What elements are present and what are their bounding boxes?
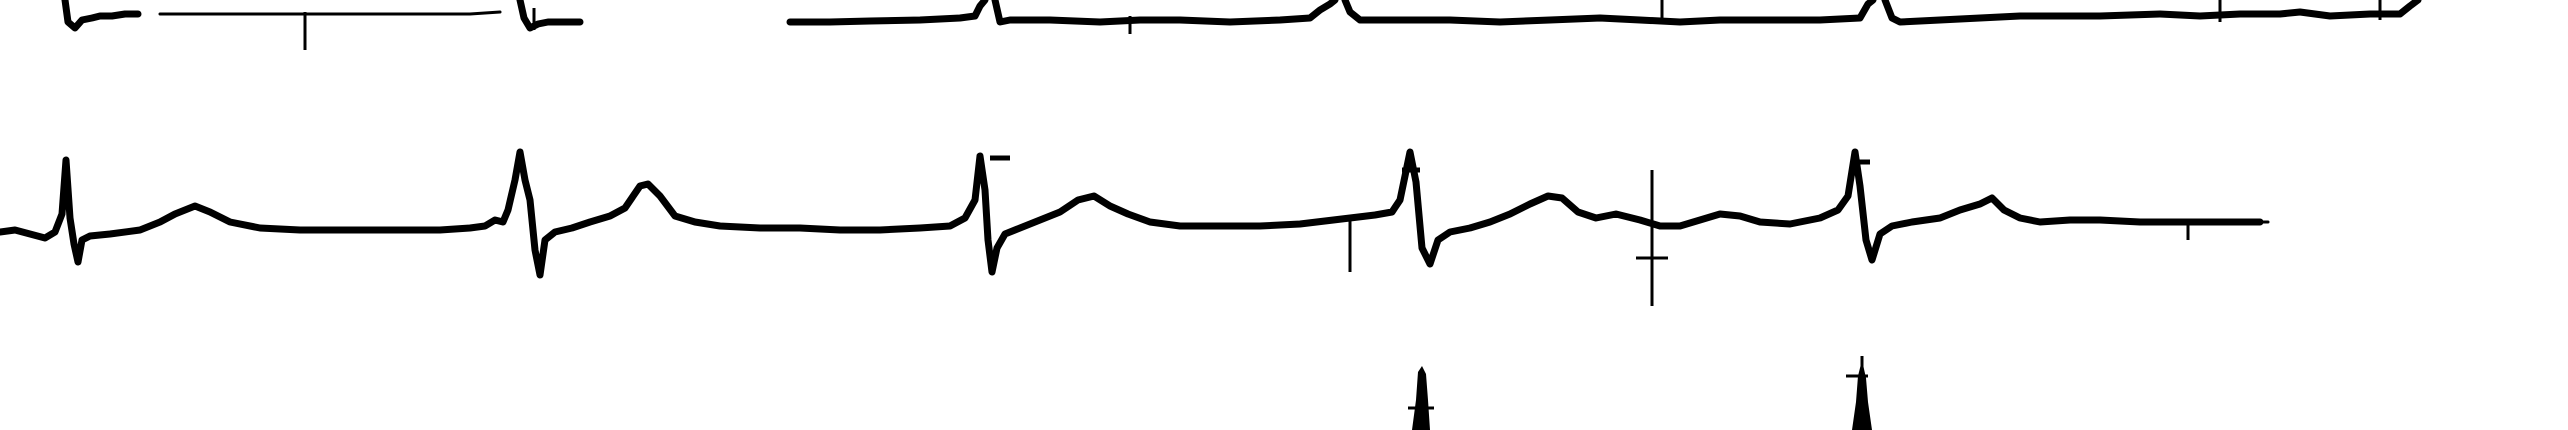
ecg-trace-row-1-left-b [158,10,502,16]
ecg-lead-row-1 [61,0,2422,50]
ecg-trace-row-1-right [786,0,2422,26]
ecg-trace-row-1-left-a [61,0,142,32]
ecg-trace-row-2 [0,148,2264,279]
ecg-lead-row-2 [0,148,2270,306]
ecg-trace-row-1-left-c [516,0,584,32]
ecg-lead-row-3 [1408,356,1872,430]
ecg-fragment-row-3-a [1412,366,1430,430]
